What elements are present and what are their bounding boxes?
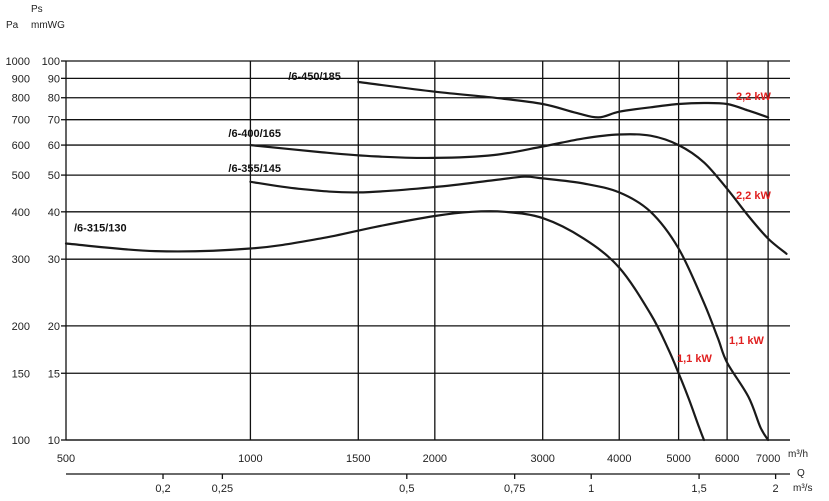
secondary-x-tick-label: 0,25 xyxy=(212,483,233,495)
secondary-x-tick-label: 1,5 xyxy=(691,483,706,495)
secondary-x-tick-label: 1 xyxy=(588,483,594,495)
x-tick-label: 6000 xyxy=(715,453,739,465)
y-tick-label-mmwg: 40 xyxy=(48,207,60,219)
x-unit-top: m³/h xyxy=(788,449,808,460)
y-tick-label-mmwg: 10 xyxy=(48,435,60,447)
x-tick-label: 500 xyxy=(57,453,75,465)
x-tick-label: 4000 xyxy=(607,453,631,465)
x-label: Q xyxy=(797,468,805,479)
y-tick-label-pa: 700 xyxy=(12,115,30,127)
y-tick-label-pa: 200 xyxy=(12,321,30,333)
y-tick-label-pa: 800 xyxy=(12,93,30,105)
x-tick-label: 5000 xyxy=(666,453,690,465)
y-tick-label-pa: 900 xyxy=(12,73,30,85)
y-tick-label-pa: 100 xyxy=(12,435,30,447)
x-unit-bottom: m³/s xyxy=(793,483,812,494)
y-tick-label-mmwg: 30 xyxy=(48,254,60,266)
secondary-x-tick-label: 0,2 xyxy=(155,483,170,495)
x-tick-label: 2000 xyxy=(423,453,447,465)
y-tick-label-pa: 1000 xyxy=(6,56,30,68)
secondary-x-tick-label: 0,75 xyxy=(504,483,525,495)
power-rating-label: 2,2 kW xyxy=(736,190,771,202)
y-unit-left: Pa xyxy=(6,20,19,31)
x-tick-label: 3000 xyxy=(530,453,554,465)
y-tick-label-mmwg: 60 xyxy=(48,140,60,152)
y-tick-label-pa: 400 xyxy=(12,207,30,219)
series-name-label: /6-315/130 xyxy=(74,222,127,234)
axis-ticks: 100 10 150 15 200 20 300 30 400 40 500 50 600 60 700 70… xyxy=(6,56,781,495)
curve-line-2 xyxy=(249,133,788,255)
grid xyxy=(61,60,790,479)
y-tick-label-pa: 300 xyxy=(12,254,30,266)
x-tick-label: 1500 xyxy=(346,453,370,465)
secondary-x-tick-label: 0,5 xyxy=(399,483,414,495)
curve-labels: /6-450/185 2,2 kW/6-400/165 2,2 kW/6-355/1… xyxy=(74,71,771,365)
x-tick-label: 1000 xyxy=(238,453,262,465)
y-tick-label-mmwg: 70 xyxy=(48,115,60,127)
y-tick-label-mmwg: 50 xyxy=(48,170,60,182)
performance-curves xyxy=(64,80,788,442)
power-rating-label: 1,1 kW xyxy=(729,335,764,347)
series-name-label: /6-355/145 xyxy=(228,163,281,175)
curve-line-1 xyxy=(357,80,770,119)
y-tick-label-mmwg: 20 xyxy=(48,321,60,333)
y-tick-label-pa: 600 xyxy=(12,140,30,152)
curve-line-4 xyxy=(64,210,706,442)
y-tick-label-mmwg: 80 xyxy=(48,93,60,105)
x-tick-label: 7000 xyxy=(756,453,780,465)
curve-line-3 xyxy=(249,175,770,442)
secondary-x-tick-label: 2 xyxy=(773,483,779,495)
series-name-label: /6-450/185 xyxy=(288,71,341,83)
y-tick-label-pa: 500 xyxy=(12,170,30,182)
series-name-label: /6-400/165 xyxy=(228,128,281,140)
y-tick-label-pa: 150 xyxy=(12,368,30,380)
y-tick-label-mmwg: 15 xyxy=(48,368,60,380)
y-tick-label-mmwg: 100 xyxy=(42,56,60,68)
y-title: Ps xyxy=(31,4,43,15)
power-rating-label: 1,1 kW xyxy=(677,353,712,365)
power-rating-label: 2,2 kW xyxy=(736,91,771,103)
y-unit-right: mmWG xyxy=(31,20,65,31)
y-tick-label-mmwg: 90 xyxy=(48,73,60,85)
